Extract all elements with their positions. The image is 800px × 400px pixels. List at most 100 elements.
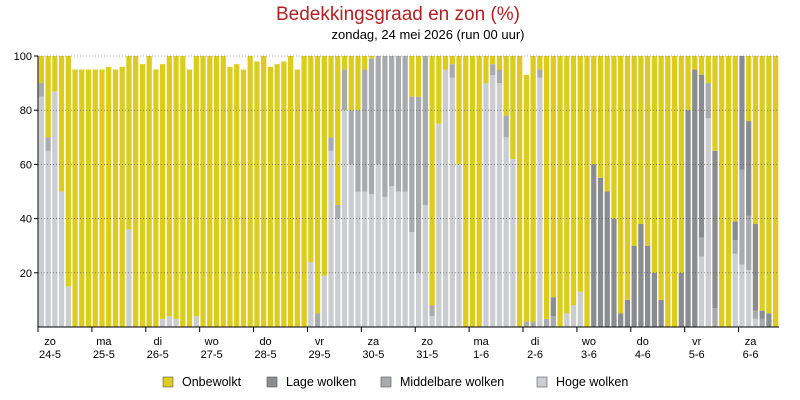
bar-107-series-2 [759,310,765,319]
bar-35-series-3 [274,64,280,327]
bar-98-series-0 [698,256,705,327]
x-tick-day-label: di [154,336,163,348]
bar-23-series-3 [193,56,199,317]
bar-86-series-3 [618,56,624,314]
bar-91-series-2 [651,272,657,327]
bar-76-series-2 [550,297,556,317]
bar-45-series-1 [341,69,348,111]
bar-92-series-2 [658,299,664,327]
x-tick-day-label: zo [44,336,56,348]
bar-52-series-1 [389,56,395,187]
bar-2-series-0 [52,91,58,327]
bar-71-series-3 [517,56,523,327]
bar-19-series-0 [166,316,172,327]
x-tick-day-label: ma [473,336,489,348]
bar-3-series-0 [58,191,65,327]
bar-100-series-3 [712,56,718,151]
bar-56-series-3 [415,56,422,97]
x-tick-date-label: 1-6 [473,349,489,361]
x-tick-date-label: 30-5 [362,349,384,361]
bar-65-series-3 [476,56,482,327]
bar-47-series-3 [355,56,361,111]
bar-38-series-3 [294,69,300,328]
x-tick-date-label: 25-5 [93,349,115,361]
x-tick-date-label: 2-6 [527,349,543,361]
bar-87-series-3 [624,56,631,300]
bar-85-series-2 [611,218,617,327]
bar-83-series-2 [597,177,604,327]
x-tick-day-label: do [637,336,649,348]
bar-104-series-2 [739,56,745,170]
bar-52-series-0 [389,186,395,327]
bar-12-series-3 [119,66,125,327]
bar-30-series-3 [240,69,247,328]
bar-16-series-3 [146,56,152,327]
bar-18-series-3 [160,64,166,319]
bar-50-series-0 [375,164,381,327]
bar-0-series-0 [38,96,44,328]
bar-44-series-0 [335,218,341,327]
bar-51-series-0 [382,196,388,327]
bar-107-series-1 [759,318,765,327]
bar-61-series-0 [449,77,455,328]
bar-27-series-3 [220,56,226,327]
bar-70-series-0 [510,158,516,327]
y-tick-label: 60 [20,159,32,171]
bar-4-series-0 [65,286,71,327]
bar-44-series-3 [335,56,341,206]
bar-103-series-0 [732,253,738,327]
bar-98-series-3 [698,56,705,75]
bar-97-series-2 [692,69,698,328]
bar-57-series-1 [422,56,428,206]
bar-55-series-3 [409,56,415,97]
bar-61-series-3 [449,56,455,65]
bar-108-series-2 [766,313,772,327]
bar-46-series-3 [348,56,354,111]
bar-104-series-1 [739,169,745,265]
bar-68-series-3 [496,56,503,70]
legend-swatch [380,376,392,388]
x-tick-date-label: 26-5 [147,349,169,361]
bar-72-series-1 [523,321,530,327]
x-tick-day-label: vr [692,336,702,348]
bar-53-series-1 [395,56,402,192]
bar-75-series-3 [543,56,550,319]
x-tick-day-label: ma [96,336,112,348]
bar-0-series-1 [38,83,44,97]
x-tick-day-label: za [745,336,758,348]
bar-32-series-3 [254,61,260,328]
bar-62-series-0 [456,164,462,327]
bar-89-series-3 [638,56,644,225]
bar-90-series-2 [645,245,651,327]
bar-48-series-3 [362,56,368,70]
bar-55-series-0 [409,232,415,327]
x-axis: zo24-5ma25-5di26-5wo27-5do28-5vr29-5za30… [37,326,779,361]
bar-105-series-2 [746,121,752,216]
bar-54-series-0 [402,191,408,327]
bar-1-series-3 [45,56,51,138]
bar-55-series-1 [409,96,415,233]
bar-59-series-3 [436,56,442,124]
bar-47-series-0 [355,191,361,327]
bar-77-series-3 [557,56,563,327]
bar-103-series-3 [732,56,738,222]
bar-58-series-1 [429,305,435,317]
bar-103-series-2 [732,221,738,241]
bar-60-series-0 [442,69,449,328]
bar-93-series-3 [665,56,671,327]
bar-84-series-3 [604,56,610,192]
bar-87-series-2 [624,299,631,327]
bar-51-series-1 [382,56,388,197]
bar-10-series-3 [106,66,112,327]
bar-76-series-1 [550,316,556,327]
bar-45-series-3 [341,56,348,70]
bar-43-series-0 [328,150,334,327]
bar-20-series-0 [173,318,179,327]
x-tick-day-label: do [259,336,271,348]
bar-75-series-1 [543,318,550,327]
bar-83-series-3 [597,56,604,178]
bar-1-series-0 [45,150,51,327]
bar-102-series-3 [725,56,732,327]
bar-74-series-1 [537,69,543,78]
x-tick-date-label: 5-6 [689,349,705,361]
